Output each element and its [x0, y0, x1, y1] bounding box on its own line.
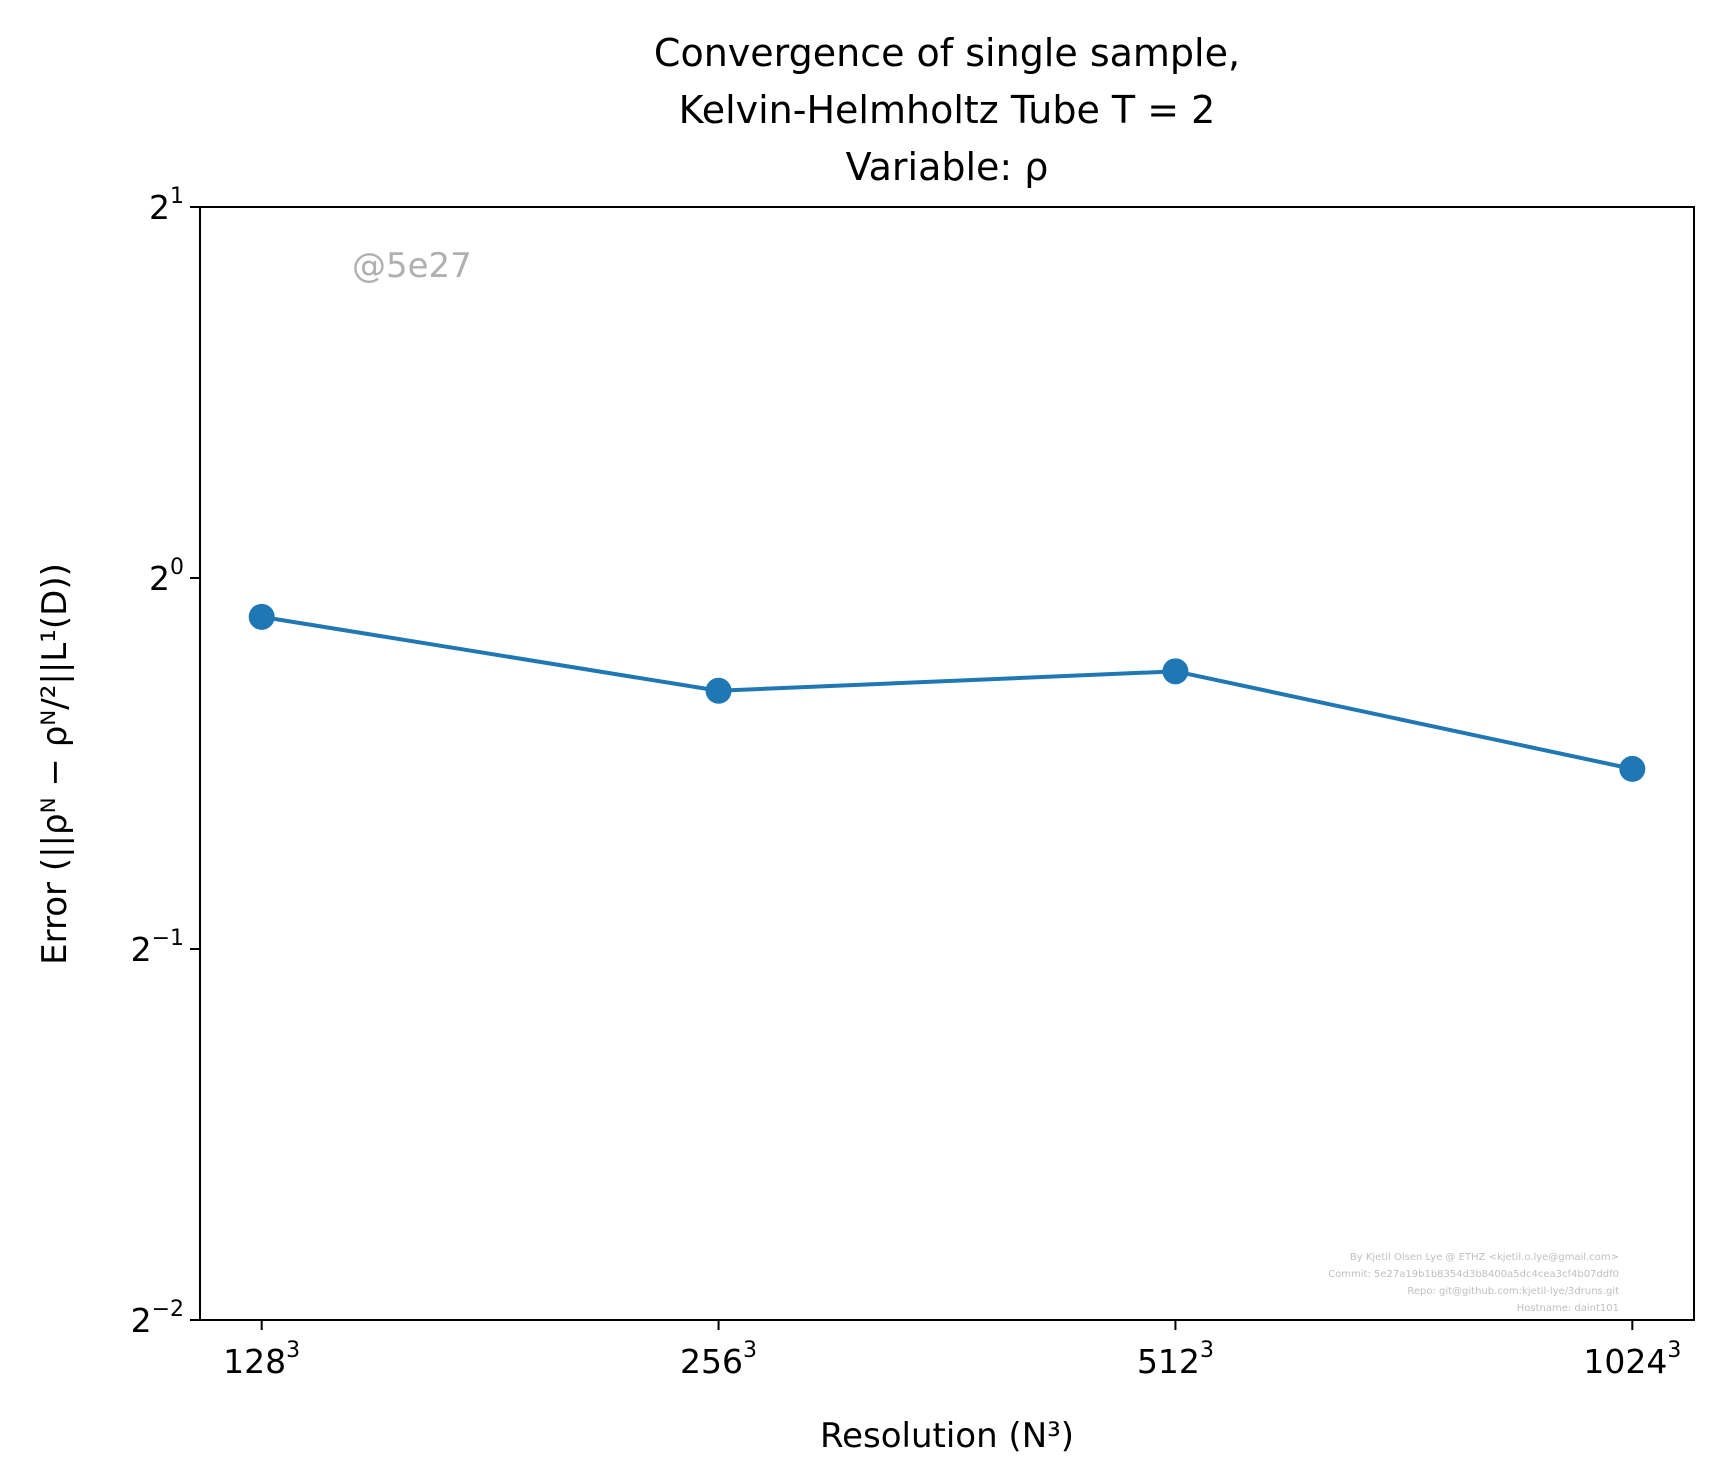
tick-exponent: −2 — [152, 1297, 184, 1322]
y-tick-label: 21 — [149, 184, 184, 227]
tick-base: 128 — [223, 1342, 286, 1381]
credit-line: Commit: 5e27a19b1b8354d3b8400a5dc4cea3cf… — [1328, 1269, 1619, 1280]
series-layer — [248, 603, 1646, 782]
y-tick-label: 2−1 — [131, 926, 184, 969]
data-point — [1162, 658, 1189, 685]
y-axis-label: Error (||ρᴺ − ρᴺ/²||L¹(D)) — [35, 563, 75, 965]
tick-base: 2 — [131, 1301, 152, 1340]
chart-title: Convergence of single sample, Kelvin-Hel… — [654, 31, 1240, 189]
tick-base: 256 — [680, 1342, 743, 1381]
credits-block: By Kjetil Olsen Lye @ ETHZ <kjetil.o.lye… — [1328, 1252, 1619, 1314]
data-point — [705, 677, 732, 704]
x-axis-label: Resolution (N³) — [820, 1416, 1074, 1456]
x-tick-label: 5123 — [1137, 1338, 1214, 1381]
title-line-2: Kelvin-Helmholtz Tube T = 2 — [679, 88, 1216, 132]
tick-base: 2 — [131, 930, 152, 969]
data-point — [1619, 755, 1646, 782]
x-axis: 1283 2563 5123 10243 — [223, 1320, 1681, 1381]
tick-exponent: 3 — [1667, 1338, 1681, 1363]
plot-frame — [199, 206, 1695, 1321]
credit-line: Hostname: daint101 — [1517, 1303, 1619, 1314]
credit-line: Repo: git@github.com:kjetil-lye/3druns.g… — [1407, 1286, 1619, 1297]
data-point — [248, 603, 275, 630]
x-tick-label: 2563 — [680, 1338, 757, 1381]
title-line-1: Convergence of single sample, — [654, 31, 1240, 75]
title-line-3: Variable: ρ — [846, 145, 1049, 189]
tick-exponent: 3 — [1200, 1338, 1214, 1363]
x-tick-label: 10243 — [1583, 1338, 1681, 1381]
tick-exponent: 1 — [170, 184, 184, 209]
tick-exponent: 3 — [743, 1338, 757, 1363]
tick-base: 1024 — [1583, 1342, 1667, 1381]
tick-base: 2 — [149, 559, 170, 598]
y-tick-label: 20 — [149, 555, 184, 598]
tick-exponent: 3 — [286, 1338, 300, 1363]
tick-base: 2 — [149, 188, 170, 227]
tick-exponent: −1 — [152, 926, 184, 951]
tick-base: 512 — [1137, 1342, 1200, 1381]
credit-line: By Kjetil Olsen Lye @ ETHZ <kjetil.o.lye… — [1350, 1252, 1619, 1263]
y-tick-label: 2−2 — [131, 1297, 184, 1340]
tick-exponent: 0 — [170, 555, 184, 580]
watermark: @5e27 — [352, 246, 472, 286]
x-tick-label: 1283 — [223, 1338, 300, 1381]
series-line — [261, 614, 1633, 771]
